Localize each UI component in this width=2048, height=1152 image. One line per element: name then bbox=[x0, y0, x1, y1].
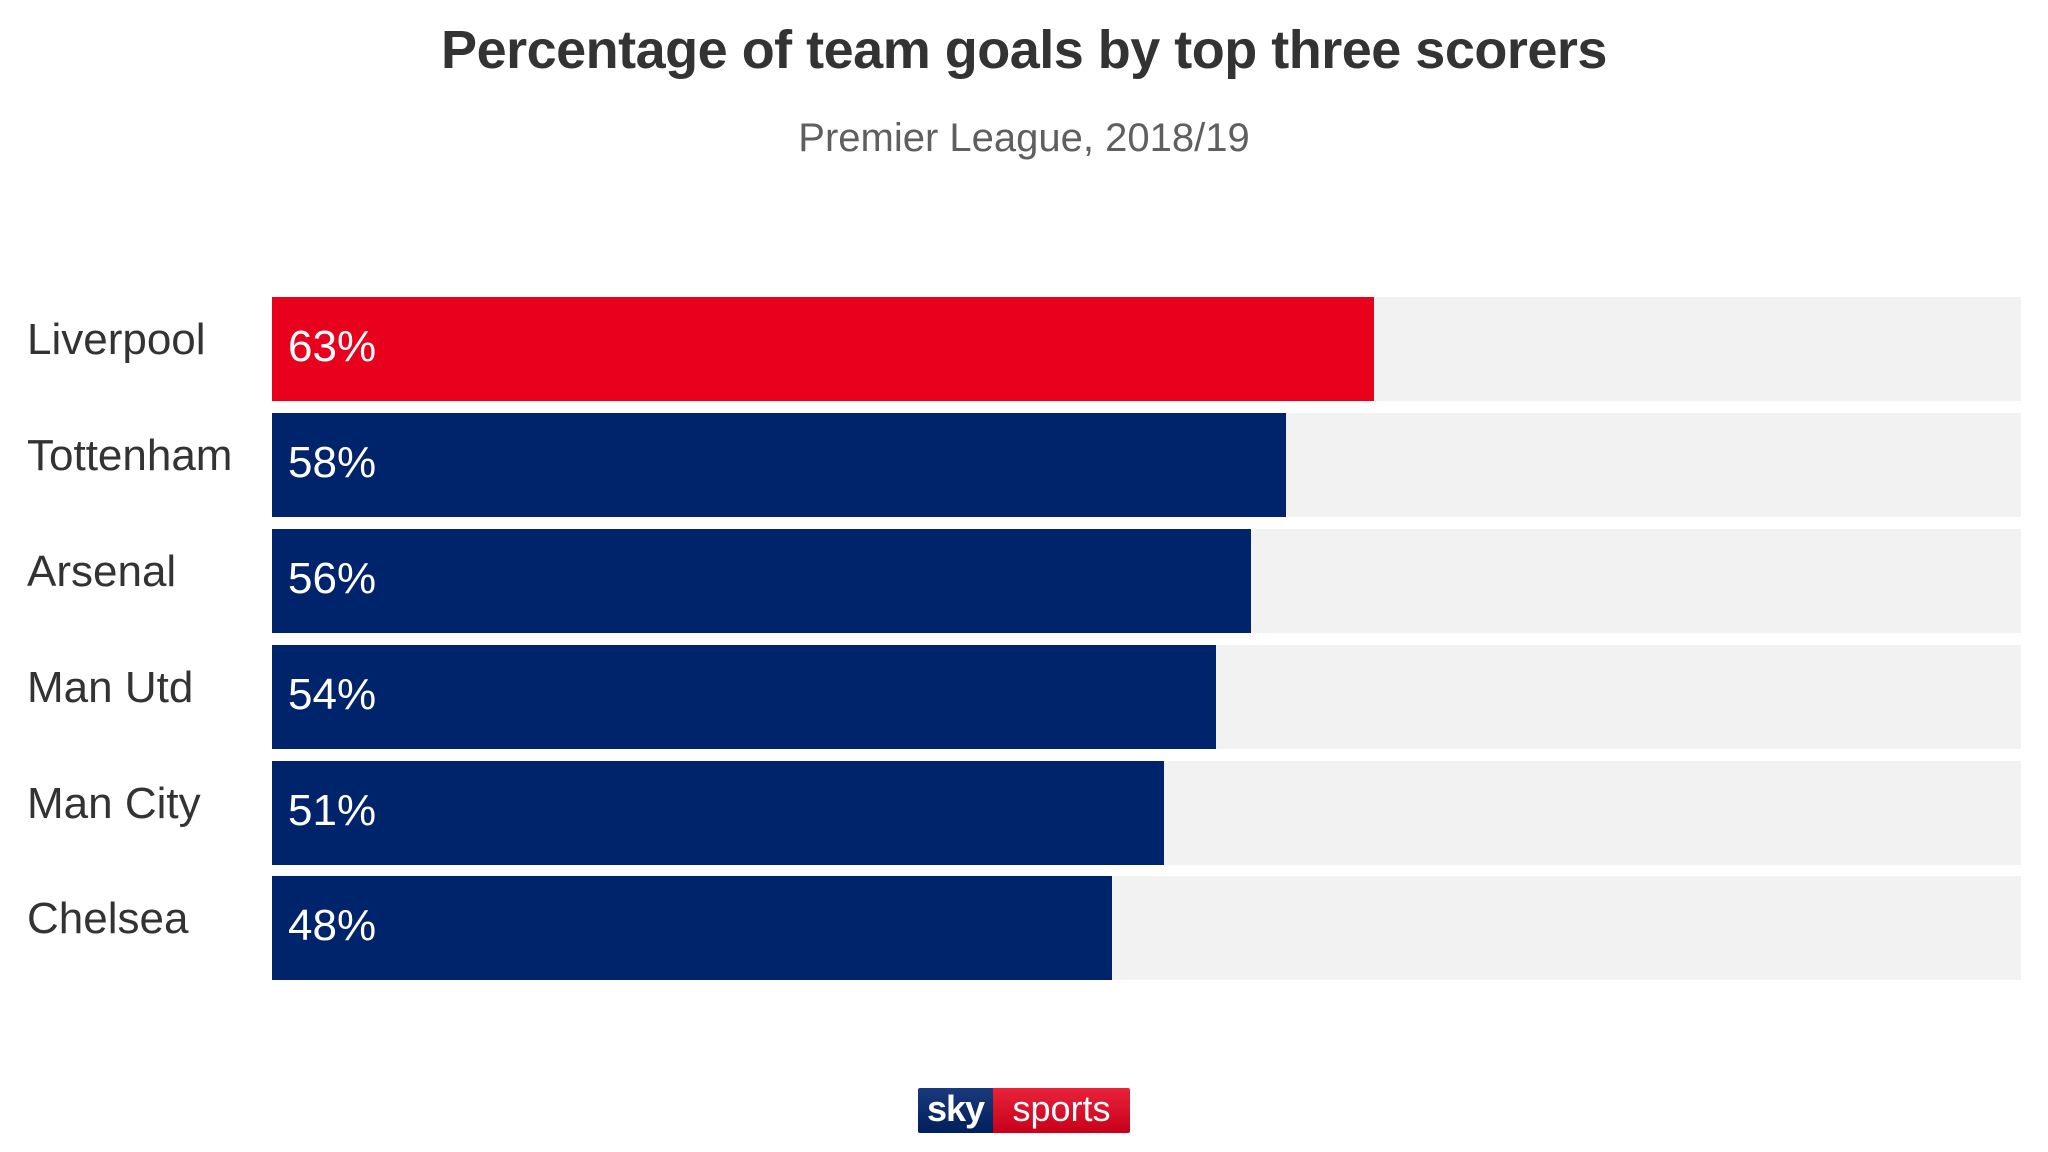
logo-sky-part: sky bbox=[918, 1088, 993, 1133]
bar-row-man-utd: Man Utd 54% bbox=[0, 645, 2048, 749]
bar-row-liverpool: Liverpool 63% bbox=[0, 297, 2048, 401]
bar: 54% bbox=[272, 645, 1217, 749]
bar: 51% bbox=[272, 761, 1164, 865]
bar-value-label: 51% bbox=[288, 786, 377, 835]
team-label: Tottenham bbox=[27, 431, 233, 480]
bar: 63% bbox=[272, 297, 1374, 401]
team-label: Chelsea bbox=[27, 894, 189, 943]
team-label: Man City bbox=[27, 779, 201, 828]
bar-value-label: 54% bbox=[288, 670, 377, 719]
bar-row-tottenham: Tottenham 58% bbox=[0, 413, 2048, 517]
bar-value-label: 48% bbox=[288, 901, 377, 950]
team-label: Liverpool bbox=[27, 315, 206, 364]
bar: 56% bbox=[272, 529, 1252, 633]
bar: 58% bbox=[272, 413, 1287, 517]
bar-row-arsenal: Arsenal 56% bbox=[0, 529, 2048, 633]
team-label: Man Utd bbox=[27, 663, 194, 712]
bar-chart: Liverpool 63% Tottenham 58% Arsenal 56% … bbox=[0, 297, 2048, 987]
bar-value-label: 63% bbox=[288, 322, 377, 371]
bar-track: 58% bbox=[272, 413, 2021, 517]
bar-track: 51% bbox=[272, 761, 2021, 865]
sky-sports-logo: sky sports bbox=[918, 1088, 1130, 1133]
bar-row-chelsea: Chelsea 48% bbox=[0, 876, 2048, 980]
chart-subtitle: Premier League, 2018/19 bbox=[798, 116, 1250, 160]
team-label: Arsenal bbox=[27, 547, 177, 596]
bar-value-label: 56% bbox=[288, 554, 377, 603]
logo-sports-part: sports bbox=[993, 1088, 1130, 1133]
bar-track: 56% bbox=[272, 529, 2021, 633]
bar-track: 48% bbox=[272, 876, 2021, 980]
chart-title: Percentage of team goals by top three sc… bbox=[441, 20, 1607, 80]
bar-row-man-city: Man City 51% bbox=[0, 761, 2048, 865]
bar-track: 54% bbox=[272, 645, 2021, 749]
bar: 48% bbox=[272, 876, 1112, 980]
bar-track: 63% bbox=[272, 297, 2021, 401]
bar-value-label: 58% bbox=[288, 438, 377, 487]
